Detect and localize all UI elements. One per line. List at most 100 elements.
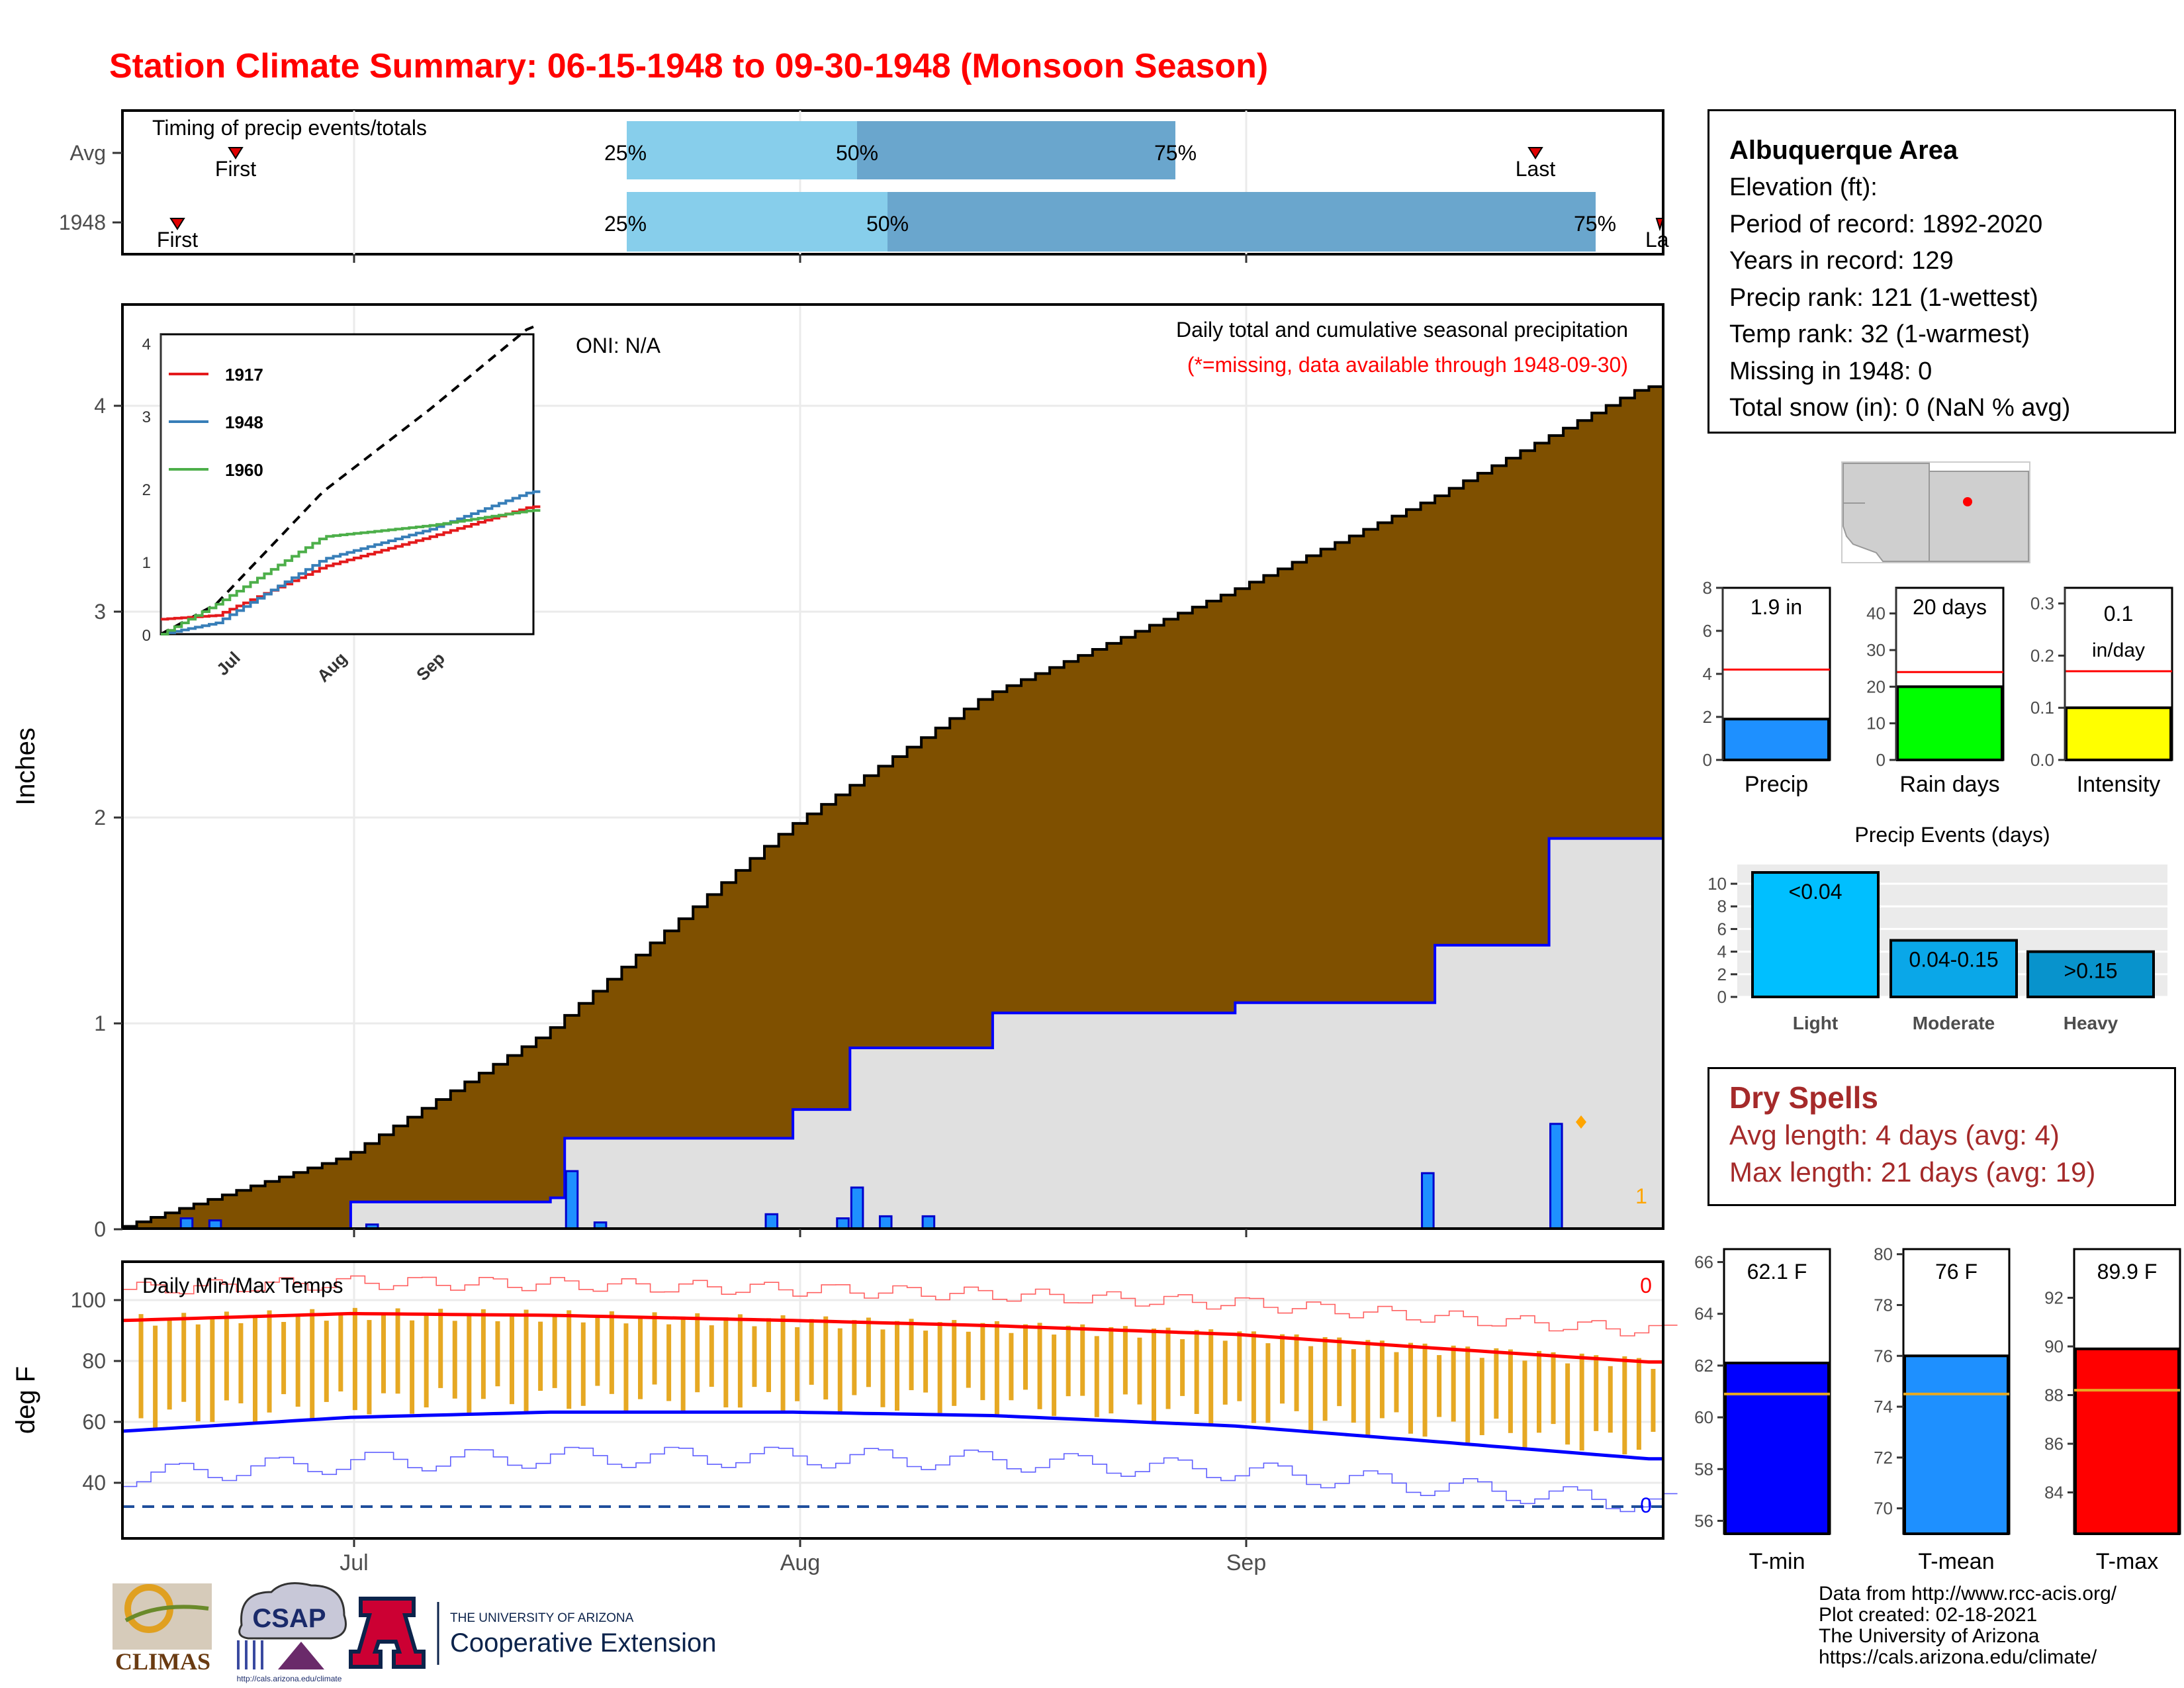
temp-summary-ytick: 66	[1694, 1252, 1713, 1272]
events-ytick: 8	[1717, 896, 1727, 916]
daily-temp-bar	[1379, 1340, 1385, 1419]
temp-summary-value: 76 F	[1935, 1260, 1978, 1284]
inset-legend-1917: 1917	[225, 365, 263, 385]
daily-temp-bar	[523, 1309, 529, 1412]
summary-ytick: 8	[1703, 578, 1712, 598]
daily-temp-bar	[181, 1313, 187, 1402]
daily-temp-bar	[880, 1329, 886, 1407]
daily-temp-bar	[1165, 1327, 1171, 1409]
daily-temp-bar	[895, 1321, 899, 1411]
daily-temp-bar	[552, 1314, 557, 1388]
station-location-icon	[1963, 497, 1972, 506]
inset-ytick-3: 3	[142, 408, 151, 426]
timing-1948-first: First	[157, 228, 198, 252]
timing-avg-q2	[857, 121, 1175, 179]
events-xtick: Moderate	[1913, 1013, 1995, 1033]
summary-ytick: 20	[1866, 677, 1886, 696]
summary-ytick: 0.2	[2030, 645, 2054, 665]
daily-temp-bar	[1251, 1331, 1256, 1423]
temp-ytick-60: 60	[82, 1410, 106, 1434]
events-ytick: 6	[1717, 919, 1727, 939]
temp-ytick-100: 100	[71, 1288, 106, 1312]
daily-temp-bar	[1322, 1336, 1328, 1421]
dry-spells-box: Dry Spells Avg length: 4 days (avg: 4) M…	[1707, 1067, 2176, 1206]
oni-label: ONI: N/A	[576, 334, 661, 357]
summary-ytick: 40	[1866, 604, 1886, 624]
avg-max-line	[122, 1311, 1663, 1364]
summary-value: 1.9 in	[1751, 595, 1802, 619]
credit-data-source: Data from http://www.rcc-acis.org/	[1819, 1583, 2117, 1605]
temp-summary-label: T-max	[2096, 1549, 2158, 1574]
daily-temp-bar	[1037, 1323, 1042, 1409]
daily-temp-bar	[138, 1314, 144, 1419]
summary-chart-intensity: 0.0 0.1 0.2 0.3 0.1 in/day Intensity	[2030, 586, 2173, 797]
daily-temp-bar	[666, 1324, 672, 1401]
daily-temp-bar	[1080, 1324, 1085, 1396]
precip-ytick-1: 1	[94, 1011, 106, 1035]
temp-summary-ytick: 72	[1874, 1448, 1893, 1468]
temp-count-high: 0	[1640, 1274, 1652, 1297]
daily-precip-bar-07-16	[565, 1170, 579, 1230]
temp-summary-ytick: 62	[1694, 1356, 1713, 1376]
daily-precip-bar-09-14	[1421, 1172, 1435, 1230]
summary-value: 0.1	[2104, 602, 2133, 626]
precip-ytick-0: 0	[94, 1217, 106, 1241]
summary-ytick: 4	[1703, 664, 1712, 684]
temp-count-low: 0	[1640, 1493, 1652, 1517]
precip-ytick-4: 4	[94, 394, 106, 418]
daily-temp-bar	[367, 1320, 372, 1415]
daily-temp-bar	[937, 1322, 942, 1413]
timing-row-avg-label: Avg	[69, 141, 106, 165]
daily-temp-bar	[1451, 1345, 1456, 1422]
daily-precip-bar-08-04	[836, 1217, 850, 1230]
daily-temp-bar	[224, 1311, 229, 1401]
temp-summary-ytick: 80	[1874, 1244, 1893, 1264]
daily-temp-bar	[1636, 1358, 1641, 1450]
daily-temp-bar	[310, 1309, 315, 1420]
daily-temp-bar	[381, 1313, 386, 1393]
credit-university: The University of Arizona	[1819, 1625, 2040, 1647]
inset-series-1917	[161, 505, 541, 621]
daily-precip-bar-07-30	[764, 1213, 779, 1230]
daily-temp-bar	[1437, 1355, 1442, 1417]
temp-summary-ytick: 56	[1694, 1511, 1713, 1530]
summary-ytick: 2	[1703, 707, 1712, 727]
timing-avg-p25: 25%	[604, 141, 647, 165]
daily-temp-bar	[153, 1325, 158, 1429]
inset-ytick-0: 0	[142, 627, 151, 645]
timing-avg-q1	[627, 121, 857, 179]
daily-temp-bar	[295, 1315, 300, 1407]
daily-temp-bar	[1579, 1353, 1584, 1451]
summary-label: Intensity	[2077, 772, 2161, 797]
info-snow: Total snow (in): 0 (NaN % avg)	[1729, 394, 2071, 422]
timing-avg-p75: 75%	[1154, 141, 1197, 165]
events-ytick: 2	[1717, 964, 1727, 984]
daily-temp-bar	[538, 1321, 543, 1391]
timing-1948-p75: 75%	[1574, 212, 1616, 236]
record-min-line	[122, 1446, 1678, 1513]
temp-panel-label: Daily Min/Max Temps	[142, 1274, 343, 1297]
temp-summary-bar	[1903, 1354, 2009, 1535]
daily-temp-bar	[1551, 1352, 1556, 1425]
info-precip-rank: Precip rank: 121 (1-wettest)	[1729, 283, 2038, 312]
record-max-line	[122, 1275, 1678, 1336]
xtick-aug: Aug	[780, 1550, 821, 1575]
info-elevation: Elevation (ft):	[1729, 173, 1878, 201]
daily-temp-bar	[823, 1316, 829, 1400]
daily-temp-bar	[167, 1319, 172, 1410]
temp-ylabel: deg F	[11, 1366, 40, 1434]
daily-temp-bar	[1408, 1342, 1413, 1434]
daily-precip-bar-08-10	[921, 1215, 936, 1230]
daily-temp-bar	[495, 1321, 500, 1387]
temp-ytick-40: 40	[82, 1471, 106, 1495]
daily-temp-bar	[1394, 1352, 1399, 1413]
temp-summary-bar	[2074, 1347, 2180, 1535]
timing-row-1948-label: 1948	[59, 211, 106, 234]
daily-temp-bar	[210, 1317, 215, 1423]
daily-temp-bar	[253, 1316, 257, 1423]
timing-1948-p25: 25%	[604, 212, 647, 236]
temp-summary-bars: 56 58 60 62 64 66 62.1 F T-min 70 72 74 76 78 80 76 F T…	[1694, 1244, 2181, 1574]
summary-bar	[2065, 706, 2172, 762]
daily-temp-bar	[1280, 1334, 1285, 1404]
